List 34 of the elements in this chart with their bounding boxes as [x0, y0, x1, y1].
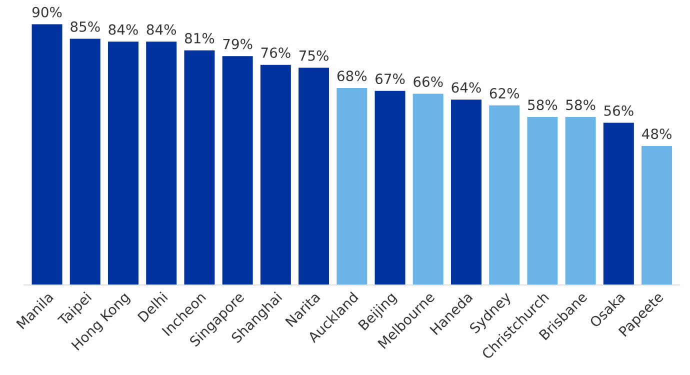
bar: [527, 116, 558, 285]
data-label: 84%: [108, 24, 138, 35]
bar: [489, 105, 520, 285]
data-label: 79%: [223, 38, 252, 50]
bar: [412, 94, 444, 285]
bar: [374, 90, 406, 285]
data-label: 62%: [490, 88, 520, 99]
bar: [603, 122, 634, 285]
bar: [146, 42, 177, 285]
data-label: 58%: [528, 100, 558, 110]
bar: [565, 116, 596, 285]
data-label: 75%: [299, 50, 328, 61]
data-label: 66%: [414, 76, 443, 87]
data-label: 68%: [337, 70, 367, 82]
data-label: 56%: [604, 105, 634, 116]
bar: [450, 100, 482, 285]
data-label: 48%: [642, 128, 672, 140]
bar: [336, 88, 368, 285]
bar: [222, 56, 253, 285]
data-label: 90%: [32, 6, 62, 18]
data-label: 81%: [184, 32, 214, 44]
bar: [642, 146, 672, 285]
bar: [260, 64, 291, 285]
data-label: 58%: [566, 100, 596, 110]
data-label: 84%: [146, 24, 176, 35]
bar: [298, 68, 330, 285]
data-label: 67%: [376, 74, 405, 84]
bar: [70, 38, 100, 285]
bar: [108, 42, 138, 285]
bar: [32, 24, 62, 285]
data-label: 76%: [261, 47, 290, 58]
data-label: 64%: [452, 82, 481, 93]
bar: [184, 50, 215, 285]
data-label: 85%: [70, 21, 100, 32]
